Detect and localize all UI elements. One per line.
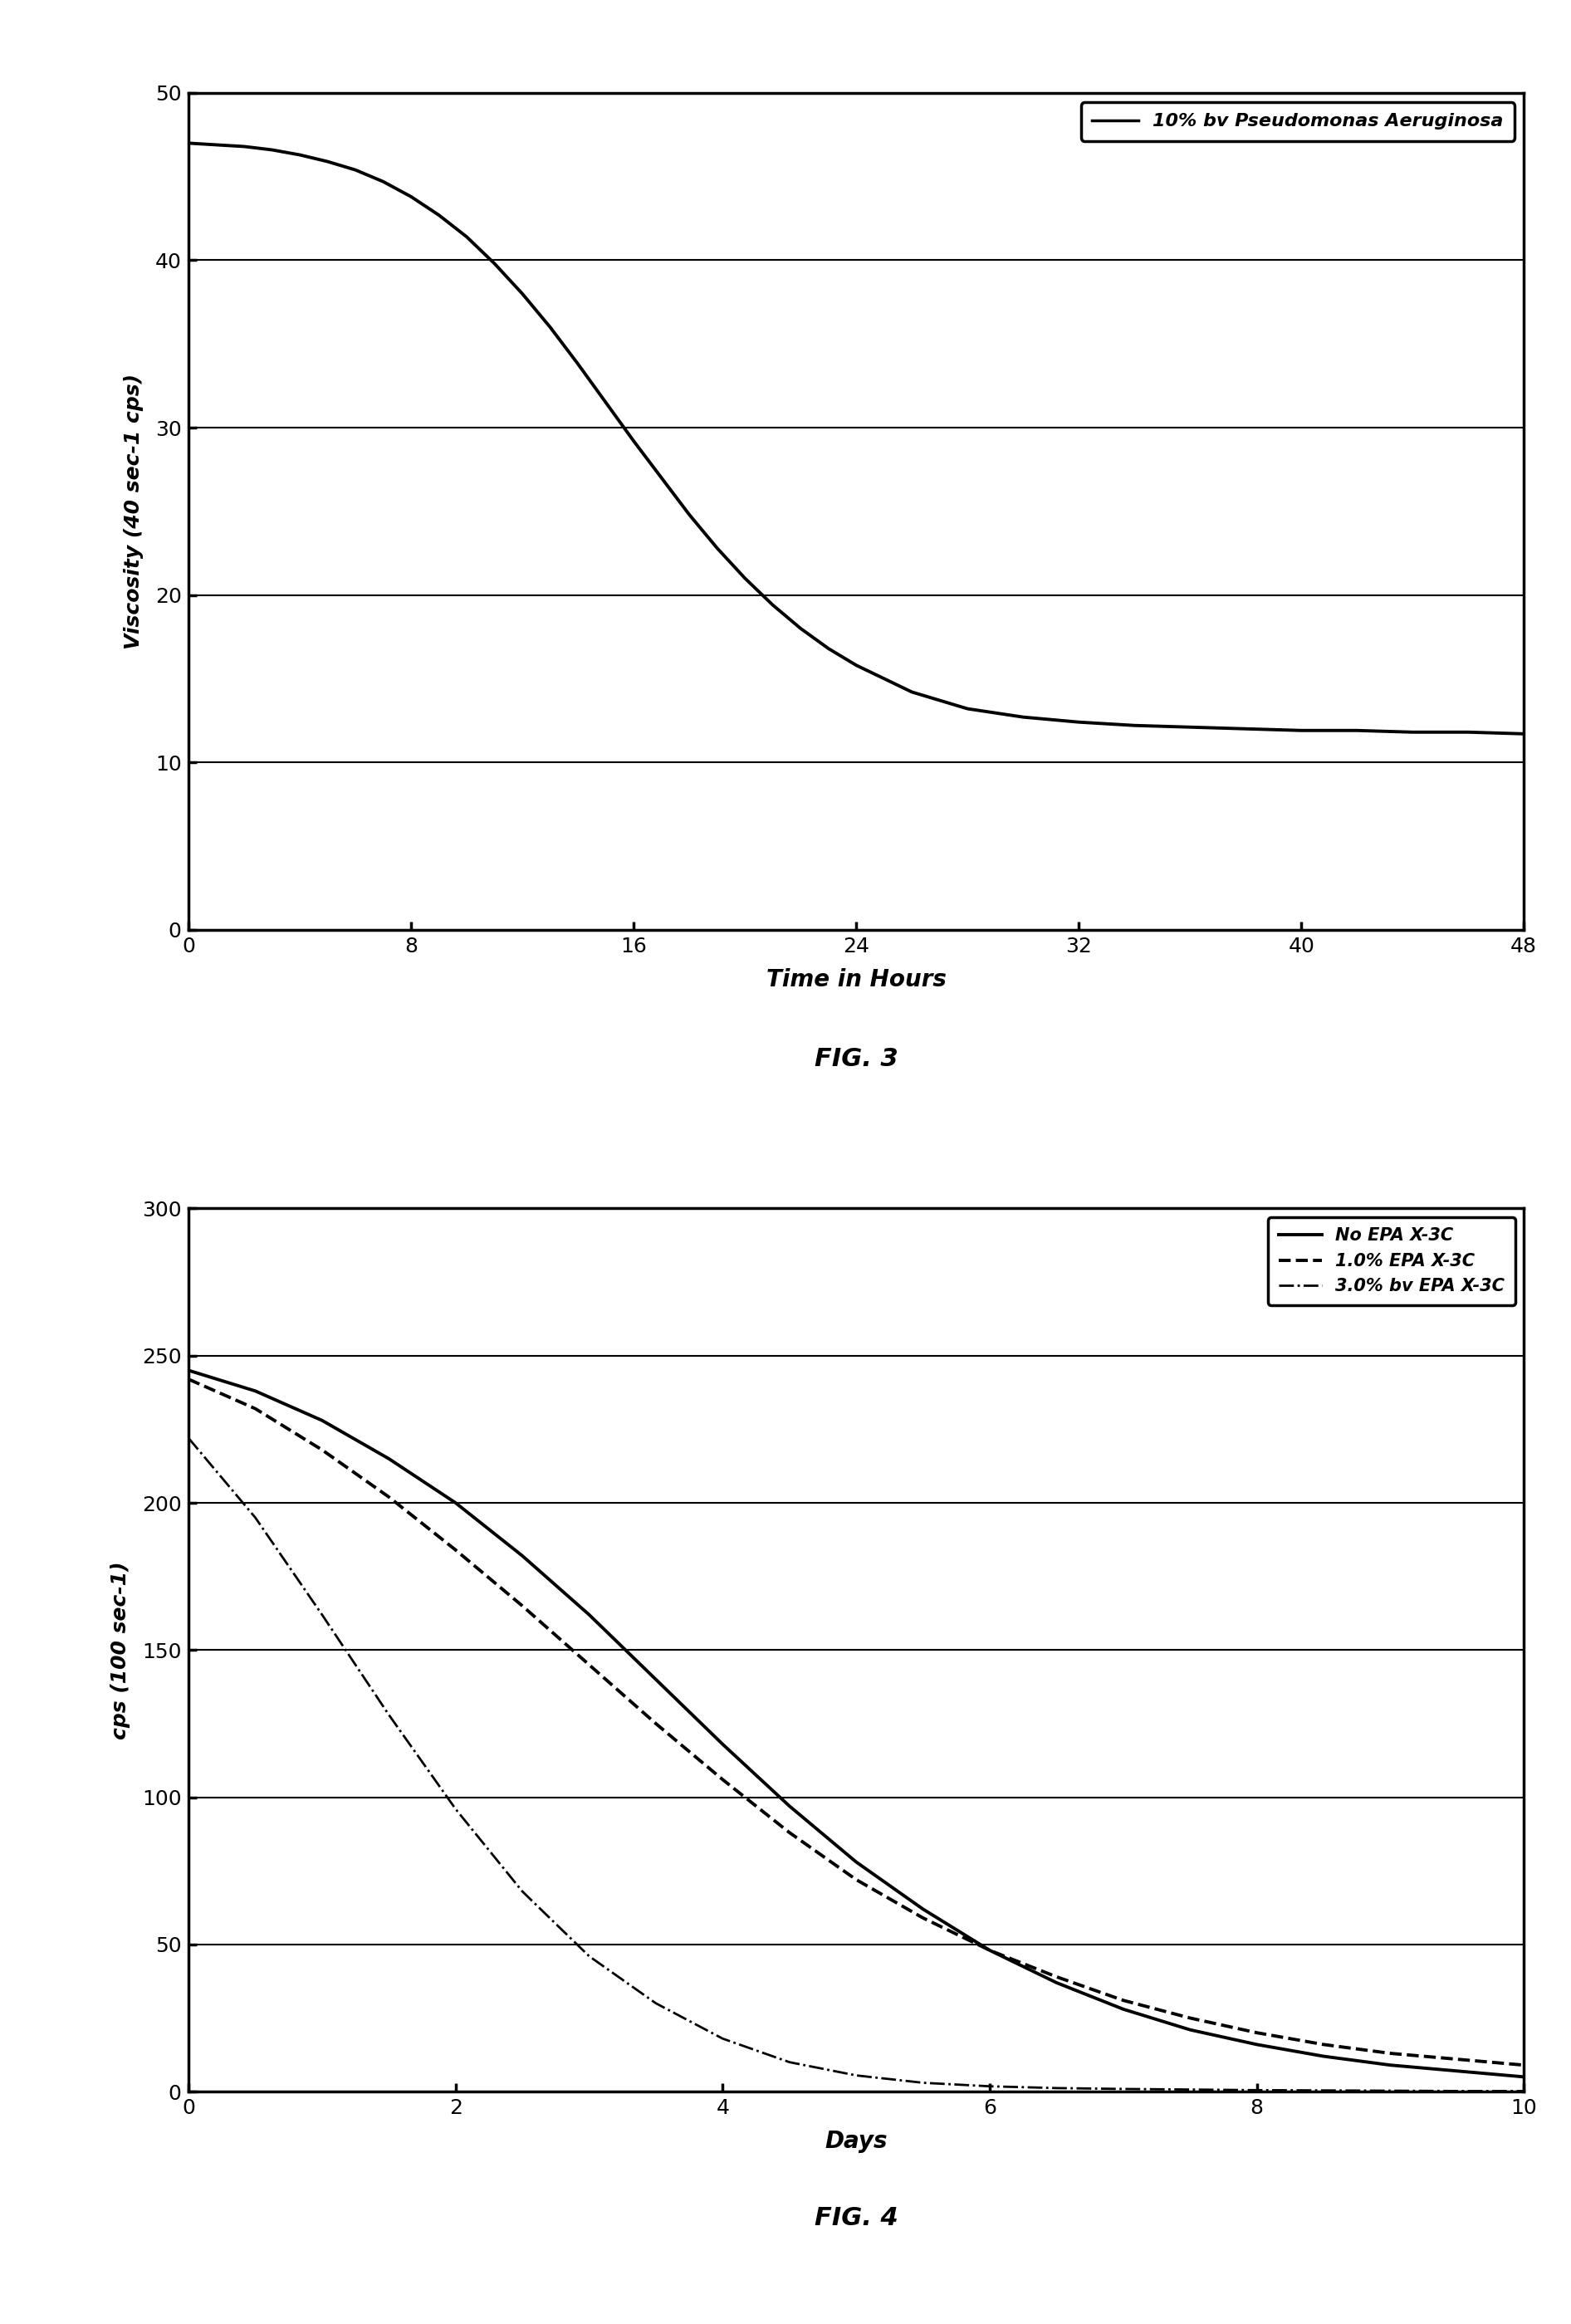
No EPA X-3C	[580, 1601, 599, 1629]
No EPA X-3C	[980, 1936, 999, 1964]
3.0% bv EPA X-3C	[580, 1943, 599, 1971]
3.0% bv EPA X-3C	[446, 1794, 465, 1822]
No EPA X-3C	[1381, 2052, 1400, 2080]
3.0% bv EPA X-3C	[781, 2047, 800, 2075]
1.0% EPA X-3C	[245, 1394, 264, 1422]
No EPA X-3C	[512, 1541, 531, 1569]
Y-axis label: cps (100 sec-1): cps (100 sec-1)	[110, 1562, 130, 1738]
X-axis label: Time in Hours: Time in Hours	[767, 969, 946, 992]
Line: 1.0% EPA X-3C: 1.0% EPA X-3C	[189, 1378, 1524, 2066]
3.0% bv EPA X-3C	[1114, 2075, 1133, 2103]
1.0% EPA X-3C	[1315, 2031, 1334, 2059]
No EPA X-3C	[245, 1378, 264, 1406]
Y-axis label: Viscosity (40 sec-1 cps): Viscosity (40 sec-1 cps)	[124, 374, 143, 648]
No EPA X-3C	[1181, 2015, 1200, 2043]
No EPA X-3C	[380, 1446, 399, 1473]
No EPA X-3C	[781, 1792, 800, 1820]
1.0% EPA X-3C	[914, 1903, 933, 1931]
1.0% EPA X-3C	[1048, 1964, 1067, 1992]
3.0% bv EPA X-3C	[1381, 2078, 1400, 2106]
1.0% EPA X-3C	[1247, 2020, 1266, 2047]
3.0% bv EPA X-3C	[847, 2061, 866, 2089]
3.0% bv EPA X-3C	[1315, 2075, 1334, 2103]
Legend: 10% bv Pseudomonas Aeruginosa: 10% bv Pseudomonas Aeruginosa	[1081, 102, 1514, 142]
3.0% bv EPA X-3C	[313, 1601, 331, 1629]
1.0% EPA X-3C	[980, 1936, 999, 1964]
3.0% bv EPA X-3C	[713, 2024, 732, 2052]
No EPA X-3C	[1315, 2043, 1334, 2071]
1.0% EPA X-3C	[713, 1766, 732, 1794]
3.0% bv EPA X-3C	[980, 2073, 999, 2101]
No EPA X-3C	[1247, 2031, 1266, 2059]
No EPA X-3C	[1048, 1968, 1067, 1996]
3.0% bv EPA X-3C	[647, 1989, 666, 2017]
Text: FIG. 3: FIG. 3	[814, 1046, 899, 1071]
3.0% bv EPA X-3C	[512, 1878, 531, 1906]
1.0% EPA X-3C	[512, 1592, 531, 1620]
3.0% bv EPA X-3C	[380, 1701, 399, 1729]
1.0% EPA X-3C	[313, 1436, 331, 1464]
No EPA X-3C	[647, 1666, 666, 1694]
1.0% EPA X-3C	[1514, 2052, 1533, 2080]
Legend: No EPA X-3C, 1.0% EPA X-3C, 3.0% bv EPA X-3C: No EPA X-3C, 1.0% EPA X-3C, 3.0% bv EPA …	[1268, 1218, 1514, 1306]
1.0% EPA X-3C	[1448, 2045, 1467, 2073]
No EPA X-3C	[914, 1894, 933, 1922]
Text: FIG. 4: FIG. 4	[814, 2205, 899, 2231]
3.0% bv EPA X-3C	[245, 1504, 264, 1532]
No EPA X-3C	[713, 1731, 732, 1759]
3.0% bv EPA X-3C	[1448, 2078, 1467, 2106]
1.0% EPA X-3C	[847, 1866, 866, 1894]
Line: No EPA X-3C: No EPA X-3C	[189, 1371, 1524, 2078]
3.0% bv EPA X-3C	[1181, 2075, 1200, 2103]
1.0% EPA X-3C	[781, 1820, 800, 1848]
No EPA X-3C	[313, 1406, 331, 1434]
3.0% bv EPA X-3C	[1514, 2078, 1533, 2106]
No EPA X-3C	[847, 1848, 866, 1875]
3.0% bv EPA X-3C	[914, 2068, 933, 2096]
1.0% EPA X-3C	[446, 1536, 465, 1564]
No EPA X-3C	[1114, 1996, 1133, 2024]
Line: 3.0% bv EPA X-3C: 3.0% bv EPA X-3C	[189, 1439, 1524, 2092]
No EPA X-3C	[1448, 2057, 1467, 2085]
No EPA X-3C	[179, 1357, 198, 1385]
3.0% bv EPA X-3C	[1048, 2073, 1067, 2101]
3.0% bv EPA X-3C	[1247, 2075, 1266, 2103]
1.0% EPA X-3C	[380, 1483, 399, 1511]
1.0% EPA X-3C	[580, 1650, 599, 1678]
3.0% bv EPA X-3C	[179, 1425, 198, 1452]
1.0% EPA X-3C	[179, 1364, 198, 1392]
No EPA X-3C	[446, 1490, 465, 1518]
1.0% EPA X-3C	[1114, 1987, 1133, 2015]
X-axis label: Days: Days	[825, 2131, 888, 2154]
No EPA X-3C	[1514, 2064, 1533, 2092]
1.0% EPA X-3C	[647, 1710, 666, 1738]
1.0% EPA X-3C	[1181, 2003, 1200, 2031]
1.0% EPA X-3C	[1381, 2040, 1400, 2068]
